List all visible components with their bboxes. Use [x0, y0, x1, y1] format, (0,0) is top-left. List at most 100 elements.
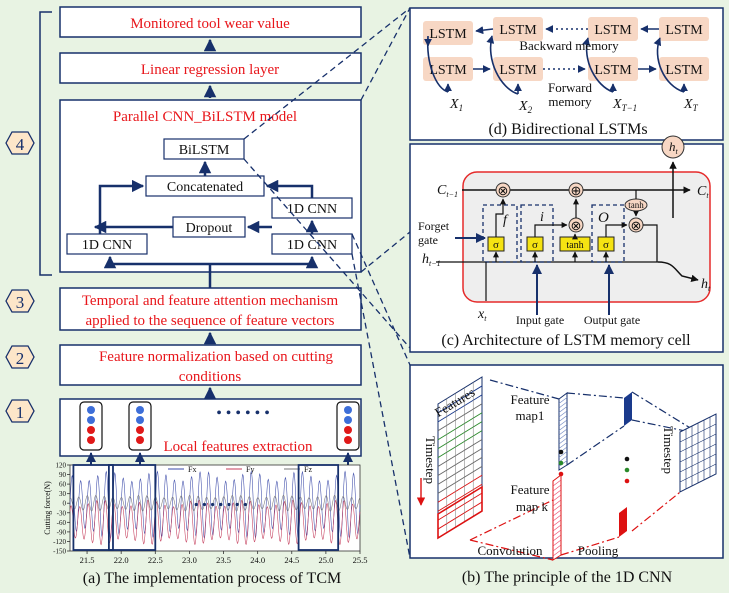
- legend-label: Fx: [188, 465, 196, 474]
- map-stripe: [558, 451, 568, 458]
- lstm-cell-label: LSTM: [665, 63, 703, 78]
- lstm-cells: LSTM LSTM LSTM LSTM LSTM LSTM LSTM LSTM: [423, 17, 709, 81]
- caption-b: (b) The principle of the 1D CNN: [462, 569, 673, 586]
- step-badge-2: 2: [5, 345, 35, 369]
- map-stripe: [552, 524, 562, 532]
- step-number: 3: [16, 293, 25, 312]
- y-tick-label: 60: [59, 481, 67, 489]
- grid-row: [437, 412, 483, 441]
- regression-box: Linear regression layer: [59, 52, 362, 84]
- lstm-cell-label: LSTM: [594, 23, 632, 38]
- grid-row: [437, 448, 483, 476]
- lstm-cell-label: LSTM: [499, 23, 537, 38]
- forward-memory-label-1: Forward: [548, 80, 593, 95]
- map-stripe: [552, 539, 562, 547]
- feature-vector-n: [336, 401, 360, 451]
- local-features-box: • • • • • • Local features extraction: [59, 398, 362, 457]
- svg-text:⊕: ⊕: [571, 183, 582, 198]
- sliding-window: [72, 464, 114, 551]
- grid-row: [437, 457, 483, 485]
- input-x1: X1: [449, 97, 463, 113]
- step-number: 2: [16, 349, 25, 368]
- timestep-label-left: Timestep: [423, 436, 438, 484]
- forget-gate-label-1: Forget: [418, 219, 450, 233]
- forget-multiply: ⊗: [495, 182, 511, 198]
- grid-row: [437, 403, 483, 432]
- step-number: 1: [16, 403, 25, 422]
- sigma-input: σ: [532, 239, 538, 251]
- map-stripe: [552, 489, 562, 497]
- legend-label: Fz: [304, 465, 312, 474]
- backward-memory-label: Backward memory: [519, 38, 619, 53]
- panel-bidirectional-lstm: LSTM LSTM LSTM LSTM LSTM LSTM LSTM LSTM: [409, 7, 724, 141]
- y-tick-label: 0: [63, 500, 67, 508]
- concat-block-label: Concatenated: [167, 180, 243, 195]
- output-box-label: Monitored tool wear value: [130, 16, 290, 32]
- model-title: Parallel CNN_BiLSTM model: [113, 109, 297, 125]
- map-stripe: [552, 499, 562, 507]
- feature-vector-1: [79, 401, 103, 451]
- x-tick-label: 21.5: [80, 555, 95, 565]
- window-marker: [211, 502, 215, 507]
- output-grid: [679, 413, 717, 493]
- window-marker: [219, 502, 223, 507]
- x-tick-label: 25.5: [353, 555, 368, 565]
- forget-symbol: f: [503, 213, 509, 228]
- normalization-label-line1: Feature normalization based on cutting: [99, 349, 334, 365]
- input-gate-label: Input gate: [516, 313, 564, 327]
- x-tick-label: 22.0: [114, 555, 129, 565]
- lstm-cell-label: LSTM: [429, 63, 467, 78]
- map-stripe: [558, 442, 568, 449]
- map-stripe: [558, 406, 568, 413]
- map-stripe: [552, 494, 562, 502]
- sigma-output: σ: [603, 239, 609, 251]
- map1-label-2: map1: [516, 408, 545, 423]
- x-tick-label: 23.5: [216, 555, 231, 565]
- cell-add: ⊕: [568, 182, 584, 198]
- output-gate-label: Output gate: [584, 313, 640, 327]
- grid-row: [437, 394, 483, 423]
- grid-row: [437, 421, 483, 450]
- feature-map-1: [558, 392, 568, 471]
- input-x2: X2: [518, 99, 533, 115]
- mapk-label-2: map k: [516, 499, 549, 514]
- normalization-label-line2: conditions: [179, 369, 242, 385]
- sliding-window: [297, 464, 340, 551]
- series-line-fx: [69, 470, 361, 540]
- h-prev-label: ht−1: [422, 252, 441, 268]
- caption-a: (a) The implementation process of TCM: [83, 570, 341, 587]
- x-in-label: xt: [477, 307, 487, 323]
- panel-lstm-cell: ht ⊗ ⊕ ⊗ ⊗ tanh σ: [409, 135, 724, 353]
- input-multiply: ⊗: [568, 217, 584, 233]
- output-symbol: O: [598, 210, 609, 226]
- map-stripe: [552, 509, 562, 517]
- map-stripe: [552, 484, 562, 492]
- step-badges: 4 3 2 1: [5, 131, 35, 423]
- map-stripe: [552, 504, 562, 512]
- feature-map-k: [552, 474, 562, 561]
- x-tick-label: 22.5: [148, 555, 163, 565]
- window-marker: [235, 502, 239, 507]
- grid-row: [437, 465, 483, 494]
- timestep-label-right: Timestep: [661, 426, 676, 474]
- map-stripe: [558, 428, 568, 436]
- y-tick-label: -60: [57, 519, 67, 527]
- local-features-label: Local features extraction: [163, 439, 313, 455]
- attention-label-line2: applied to the sequence of feature vecto…: [85, 313, 334, 329]
- mapk-label-1: Feature: [511, 482, 550, 497]
- step-number: 4: [16, 135, 25, 154]
- ht-top-label: ht: [669, 139, 679, 156]
- lstm-cell-label: LSTM: [429, 27, 467, 42]
- model-box: Parallel CNN_BiLSTM model BiLSTM Concate…: [59, 99, 362, 273]
- map-stripe: [552, 549, 562, 557]
- map-stripe: [558, 397, 568, 404]
- c-next-label: Ct: [697, 184, 709, 200]
- ellipsis-dots: • • • • • •: [216, 405, 270, 422]
- map-stripe: [552, 479, 562, 487]
- lstm-cell-label: LSTM: [499, 63, 537, 78]
- map-stripe: [552, 544, 562, 552]
- y-tick-label: -30: [57, 509, 67, 517]
- svg-text:⊗: ⊗: [631, 218, 642, 233]
